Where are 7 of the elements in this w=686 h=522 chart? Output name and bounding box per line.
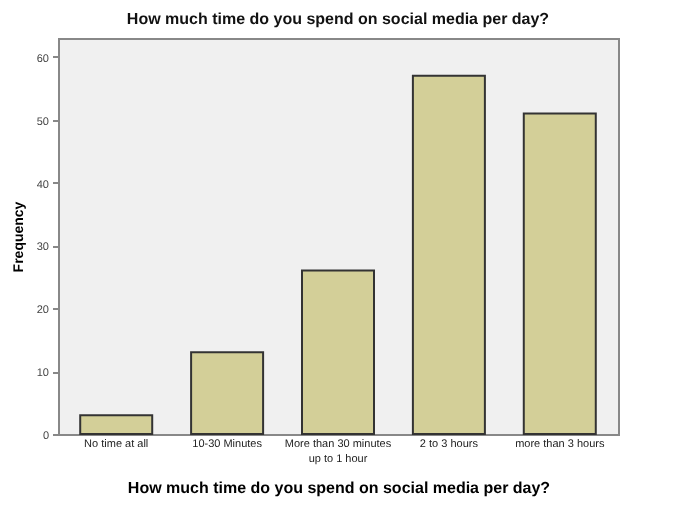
bar — [522, 112, 597, 435]
bar — [190, 351, 265, 435]
bar — [79, 414, 154, 435]
bar — [411, 74, 486, 435]
chart-title: How much time do you spend on social media per day? — [126, 10, 550, 28]
x-axis-title: How much time do you spend on social media per day? — [127, 479, 551, 497]
bar — [301, 269, 375, 435]
